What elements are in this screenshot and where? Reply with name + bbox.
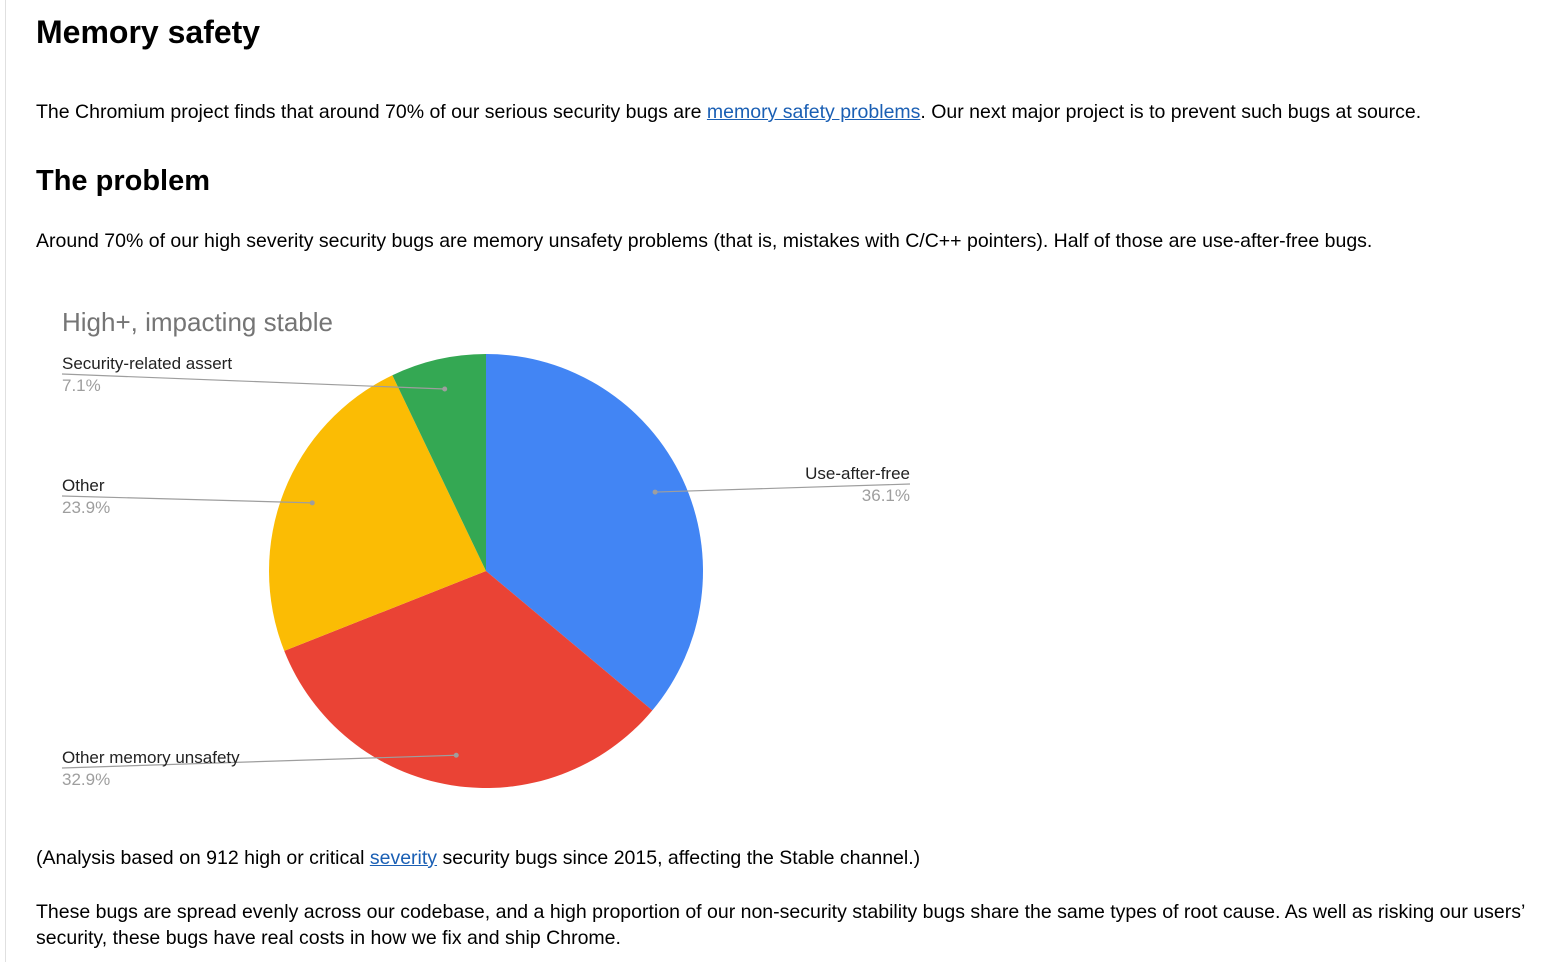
leader-line	[61, 373, 445, 390]
intro-paragraph: The Chromium project finds that around 7…	[36, 99, 1421, 125]
memory-safety-problems-link[interactable]: memory safety problems	[706, 101, 921, 123]
slice-value-label: 36.1%	[862, 486, 910, 505]
leader-dot	[309, 500, 315, 506]
page-title: Memory safety	[36, 14, 261, 50]
leader-line	[61, 495, 313, 504]
slice-label: Other	[62, 476, 105, 495]
leader-line	[61, 754, 457, 769]
analysis-paragraph: (Analysis based on 912 high or critical …	[36, 845, 920, 871]
slice-value-label: 7.1%	[62, 376, 101, 395]
closing-paragraph: These bugs are spread evenly across our …	[36, 901, 1525, 949]
pie-slices	[268, 354, 703, 788]
left-border	[5, 0, 6, 962]
slice-label: Security-related assert	[62, 354, 232, 373]
intro-text-before: The Chromium project finds that around 7…	[36, 101, 707, 123]
pie-slice-other	[268, 375, 486, 651]
section-heading-problem: The problem	[36, 165, 211, 197]
leader-dot	[442, 386, 448, 392]
leader-line	[655, 483, 911, 493]
slice-label: Use-after-free	[805, 464, 910, 483]
analysis-text-after: security bugs since 2015, affecting the …	[437, 847, 921, 869]
chart-title: High+, impacting stable	[62, 307, 333, 337]
intro-text-after: . Our next major project is to prevent s…	[920, 101, 1422, 123]
slice-value-label: 32.9%	[62, 770, 110, 789]
analysis-text-before: (Analysis based on 912 high or critical	[36, 847, 370, 869]
pie-slice-use-after-free	[486, 354, 703, 711]
pie-slice-security-related-assert	[392, 354, 486, 571]
problem-paragraph: Around 70% of our high severity security…	[36, 230, 1373, 252]
pie-labels: Use-after-free 36.1% Other memory unsafety…	[61, 354, 911, 789]
slice-value-label: 23.9%	[62, 498, 110, 517]
severity-link[interactable]: severity	[369, 847, 438, 869]
leader-dot	[652, 489, 658, 495]
slice-label: Other memory unsafety	[62, 748, 240, 767]
leader-dot	[453, 752, 459, 758]
pie-slice-other-memory-unsafety	[284, 571, 653, 788]
